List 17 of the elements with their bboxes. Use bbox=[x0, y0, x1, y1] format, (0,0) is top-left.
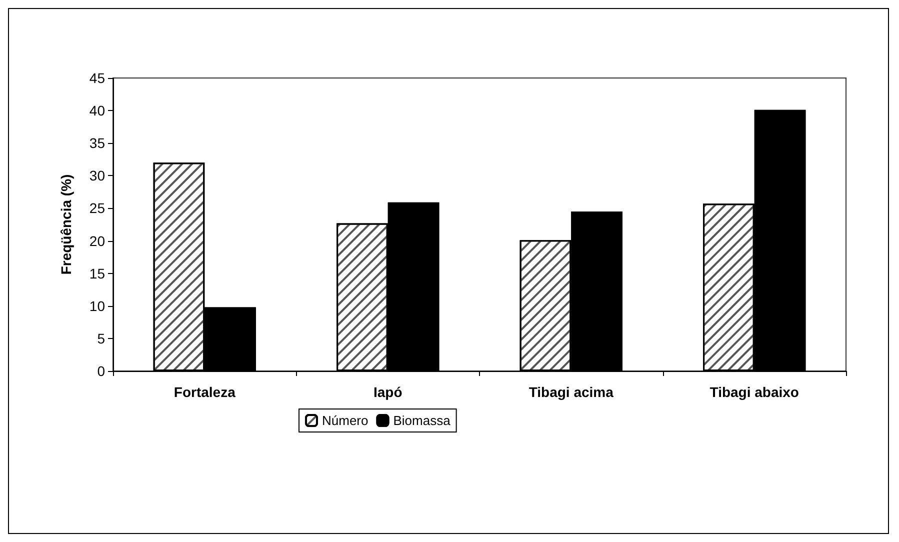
x-tick-label: Tibagi acima bbox=[528, 384, 614, 400]
y-tick-label: 20 bbox=[89, 232, 106, 249]
y-tick-label: 15 bbox=[89, 265, 106, 282]
legend-label: Biomassa bbox=[393, 413, 452, 428]
x-tick-label: Iapó bbox=[373, 384, 402, 400]
y-tick-label: 10 bbox=[89, 298, 106, 314]
x-tick-label: Tibagi abaixo bbox=[710, 384, 799, 400]
legend-label: Número bbox=[322, 413, 368, 428]
y-tick-label: 45 bbox=[89, 70, 106, 86]
y-tick-label: 0 bbox=[97, 363, 106, 379]
y-tick-label: 30 bbox=[89, 168, 106, 184]
y-axis-title: Freqüência (%) bbox=[58, 174, 74, 275]
y-tick-label: 25 bbox=[89, 200, 106, 216]
y-tick-label: 5 bbox=[97, 330, 106, 346]
x-tick-label: Fortaleza bbox=[174, 384, 236, 400]
y-tick-label: 35 bbox=[89, 135, 106, 152]
y-tick-label: 40 bbox=[89, 102, 106, 119]
